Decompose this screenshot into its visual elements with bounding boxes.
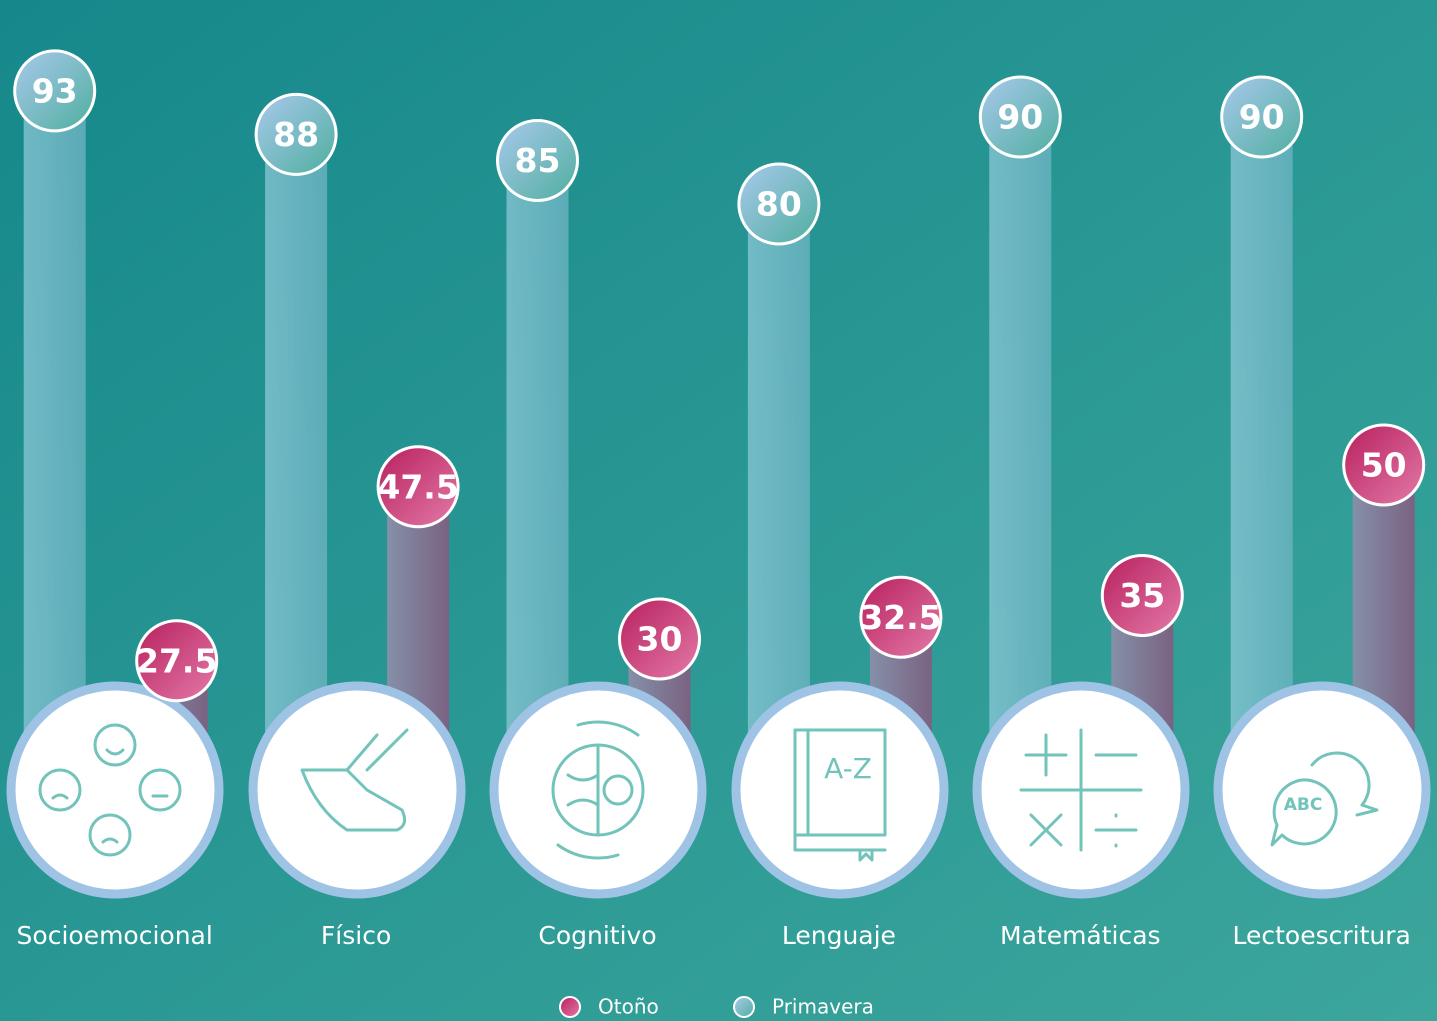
value-label: 90 [997, 98, 1043, 137]
value-label: 47.5 [377, 467, 458, 506]
icon-socioemocional [6, 681, 224, 899]
value-bubble [1100, 554, 1184, 637]
icon-text: A-Z [824, 752, 872, 785]
value-label: 27.5 [136, 641, 217, 680]
category-label: Socioemocional [17, 921, 213, 950]
icon-fisico [248, 681, 466, 899]
category-label: Físico [321, 921, 391, 950]
bar [989, 117, 1052, 780]
category-label: Lenguaje [782, 921, 896, 950]
value-bubble [135, 619, 219, 703]
value-bubble [254, 92, 338, 176]
value-label: 80 [756, 185, 802, 224]
bar [23, 90, 86, 780]
icon-lectoescritura: ABC [1213, 681, 1431, 899]
value-label: 88 [273, 115, 319, 154]
legend-label: Otoño [598, 995, 659, 1019]
value-label: 90 [1239, 98, 1285, 137]
value-label: 32.5 [860, 598, 941, 637]
bar [506, 160, 569, 780]
icon-cognitivo [489, 681, 707, 899]
bar [747, 204, 810, 780]
labels: Socioemocional 93 27.5 Físico 88 47.5 Cognitiv… [13, 49, 1426, 1019]
value-label: 30 [637, 620, 683, 659]
value-bubble [737, 162, 821, 246]
value-label: 85 [515, 141, 561, 180]
value-bubble [376, 445, 460, 529]
icon-text: ABC [1284, 795, 1323, 815]
legend-label: Primavera [772, 995, 874, 1019]
value-bubble [13, 49, 97, 133]
icons: A-Z ABC [6, 681, 1431, 899]
category-label: Lectoescritura [1233, 921, 1411, 950]
value-bubble [618, 597, 701, 681]
bar [265, 134, 328, 780]
bar [1230, 117, 1293, 780]
legend-swatch [559, 996, 581, 1018]
value-bubble [496, 119, 579, 202]
value-bubble [859, 575, 943, 659]
value-label: 50 [1361, 446, 1407, 485]
icon-matematicas [972, 681, 1190, 899]
value-bubble [978, 75, 1062, 159]
value-label: 93 [32, 71, 78, 110]
value-label: 35 [1119, 576, 1165, 615]
value-bubble [1342, 423, 1426, 507]
value-bubble [1220, 75, 1304, 159]
legend-swatch [733, 996, 755, 1018]
category-label: Cognitivo [538, 921, 656, 950]
icon-lenguaje: A-Z [731, 681, 949, 899]
category-label: Matemáticas [1000, 921, 1161, 950]
